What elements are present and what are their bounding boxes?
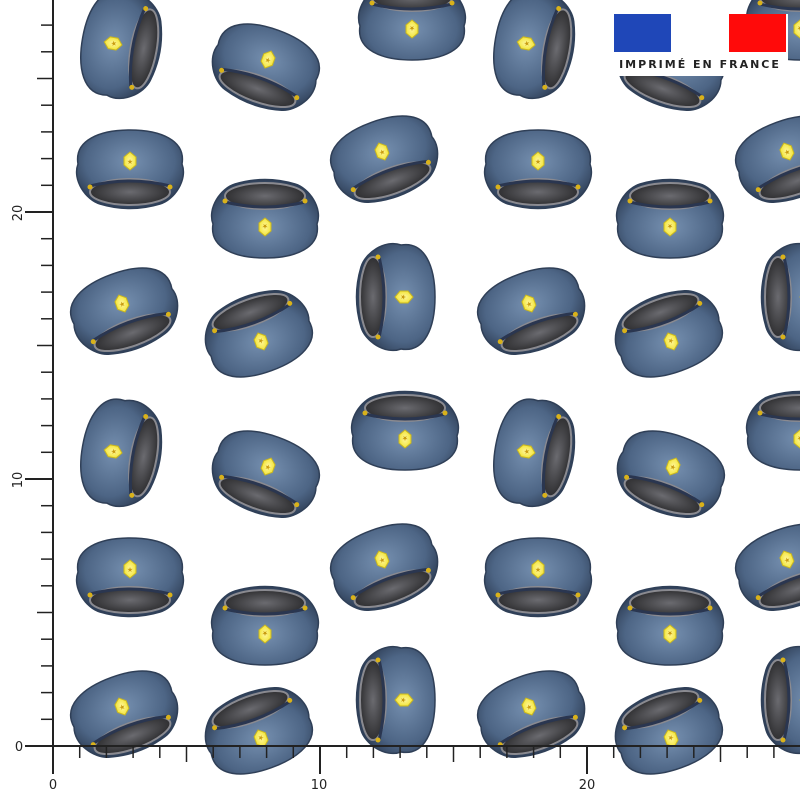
printed-in-france-badge: IMPRIMÉ EN FRANCE <box>612 14 788 76</box>
ruler-label-v-0: 0 <box>15 740 23 755</box>
printed-in-france-label: IMPRIMÉ EN FRANCE <box>619 58 781 71</box>
ruler-label-h-20: 20 <box>579 778 596 793</box>
ruler-label-v-20: 20 <box>11 205 26 222</box>
ruler-label-v-10: 10 <box>11 472 26 489</box>
flag-blue-stripe <box>614 14 671 52</box>
ruler-label-h-0: 0 <box>49 778 57 793</box>
ruler-label-h-10: 10 <box>311 778 328 793</box>
flag-red-stripe <box>729 14 786 52</box>
